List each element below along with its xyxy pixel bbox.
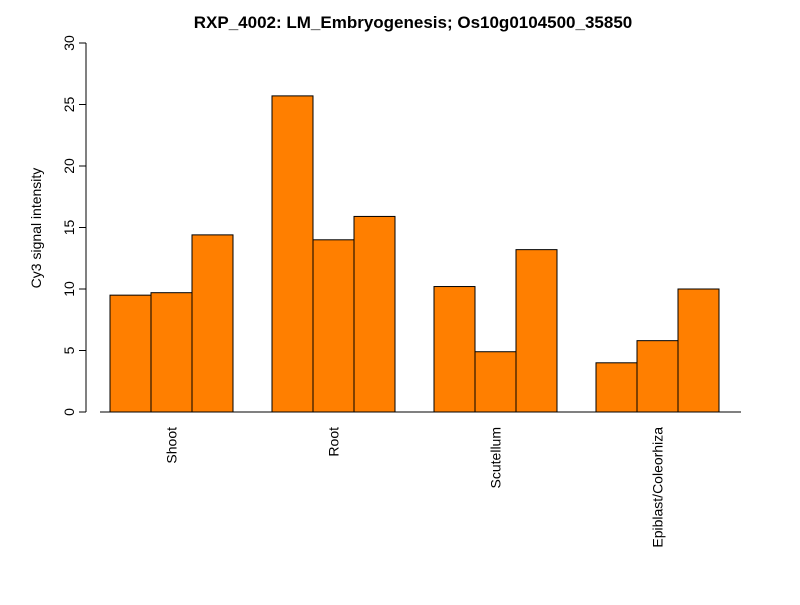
y-tick-label: 15 (61, 220, 77, 236)
bar (353, 215, 396, 413)
bar (150, 292, 193, 413)
bar (433, 286, 476, 413)
bar (515, 249, 558, 413)
y-tick-label: 20 (61, 158, 77, 174)
bars (109, 95, 720, 413)
bar (271, 95, 314, 413)
y-axis-label: Cy3 signal intensity (28, 168, 44, 289)
bar (677, 288, 720, 413)
y-tick-label: 30 (61, 35, 77, 51)
y-axis: 0 5 10 15 20 25 30 (61, 35, 87, 416)
bar (191, 234, 234, 413)
chart-title: RXP_4002: LM_Embryogenesis; Os10g0104500… (194, 13, 632, 32)
bar (636, 340, 679, 413)
y-tick-label: 25 (61, 97, 77, 113)
x-axis: Shoot Root Scutellum Epiblast/Coleorhiza (100, 411, 741, 548)
bar (474, 351, 517, 413)
x-category-label: Epiblast/Coleorhiza (650, 427, 666, 548)
x-category-label: Shoot (164, 427, 180, 464)
y-tick-label: 10 (61, 281, 77, 297)
x-category-label: Scutellum (488, 427, 504, 488)
bar (312, 239, 355, 413)
bar (595, 362, 638, 413)
y-tick-label: 0 (61, 408, 77, 416)
y-tick-label: 5 (61, 346, 77, 354)
x-category-label: Root (326, 427, 342, 457)
bar (109, 294, 152, 413)
